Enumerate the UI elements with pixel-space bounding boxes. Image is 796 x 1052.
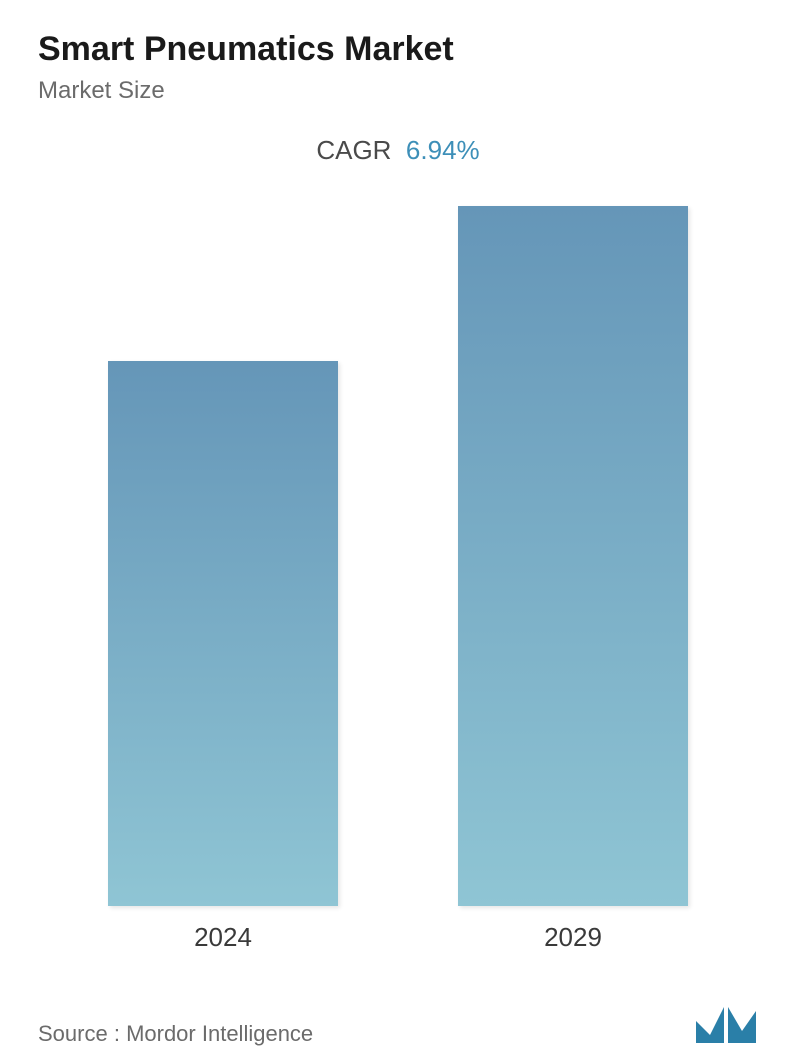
bar-group-0: 2024 xyxy=(108,361,338,953)
bar-label-0: 2024 xyxy=(194,922,252,953)
chart-container: Smart Pneumatics Market Market Size CAGR… xyxy=(0,0,796,1034)
cagr-label: CAGR xyxy=(316,135,391,165)
bar-label-1: 2029 xyxy=(544,922,602,953)
page-title: Smart Pneumatics Market xyxy=(38,30,758,69)
cagr-row: CAGR 6.94% xyxy=(38,135,758,166)
bar-0 xyxy=(108,361,338,906)
bar-1 xyxy=(458,206,688,906)
cagr-value: 6.94% xyxy=(406,135,480,165)
source-text: Source : Mordor Intelligence xyxy=(38,1021,313,1047)
page-subtitle: Market Size xyxy=(38,77,758,105)
logo-icon xyxy=(694,1003,758,1047)
bar-chart: 2024 2029 xyxy=(38,206,758,973)
bar-group-1: 2029 xyxy=(458,206,688,953)
footer: Source : Mordor Intelligence xyxy=(38,983,758,1047)
